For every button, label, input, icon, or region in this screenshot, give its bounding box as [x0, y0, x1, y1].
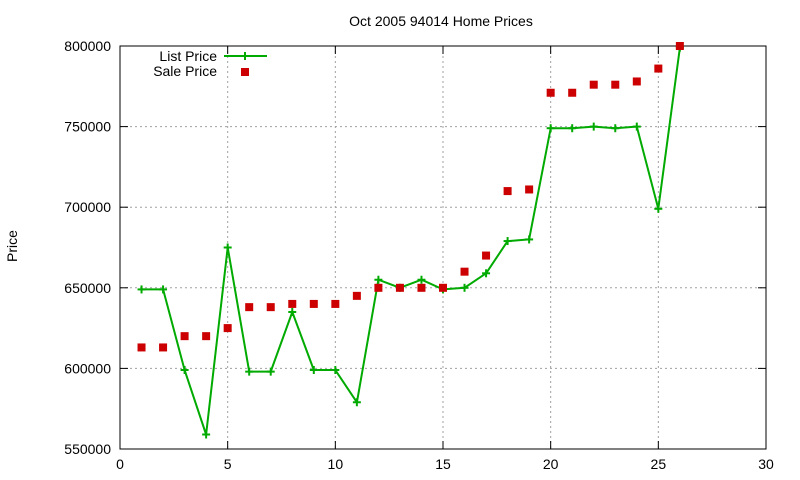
list-price-point	[546, 124, 555, 133]
sale-price-point	[439, 283, 447, 292]
legend-sample-sale-price	[241, 68, 249, 76]
y-tick-label: 700000	[64, 199, 111, 215]
list-price-point	[589, 122, 598, 131]
x-tick-label: 5	[224, 456, 232, 472]
sale-price-point	[288, 299, 297, 308]
sale-price-point	[223, 324, 232, 333]
chart-title: Oct 2005 94014 Home Prices	[349, 13, 533, 29]
sale-price-point	[525, 185, 534, 194]
list-price-point	[611, 124, 620, 133]
list-price-point	[460, 283, 469, 292]
x-tick-label: 10	[328, 456, 344, 472]
list-price-point	[266, 367, 275, 376]
sale-price-point	[352, 291, 361, 300]
sale-price-point	[611, 80, 620, 89]
series-list-price-line	[141, 47, 681, 436]
axis-ticks: 0 5 10 15 20 25 30 550000 600000 650000 700000 7500…	[64, 38, 774, 472]
sale-price-point	[395, 283, 404, 292]
sale-price-point	[460, 267, 469, 276]
y-tick-label: 800000	[64, 38, 111, 54]
legend-label-list-price: List Price	[159, 48, 217, 64]
list-price-point	[352, 398, 361, 407]
list-price-point	[654, 204, 663, 213]
sale-price-point	[654, 64, 663, 73]
sale-price-point	[266, 303, 275, 312]
sale-price-point	[675, 42, 684, 50]
list-price-point	[482, 269, 491, 278]
x-tick-label: 30	[758, 456, 774, 472]
list-price-point	[223, 243, 232, 252]
list-price-point	[288, 307, 297, 316]
list-price-point	[159, 285, 168, 294]
series-layer	[137, 42, 684, 439]
sale-price-point	[568, 88, 577, 97]
list-price-point	[525, 235, 534, 244]
list-price-point	[137, 285, 146, 294]
sale-price-point	[546, 88, 555, 97]
sale-price-point	[180, 332, 189, 341]
legend-label-sale-price: Sale Price	[153, 63, 217, 79]
list-price-point	[331, 366, 340, 375]
list-price-point	[180, 366, 189, 375]
sale-price-point	[503, 187, 512, 196]
list-price-point	[632, 122, 641, 131]
y-axis-label: Price	[4, 230, 20, 262]
x-tick-label: 15	[435, 456, 451, 472]
list-price-point	[568, 124, 577, 133]
sale-price-point	[245, 303, 254, 312]
x-tick-label: 0	[116, 456, 124, 472]
list-price-point	[374, 275, 383, 284]
x-tick-label: 20	[543, 456, 559, 472]
sale-price-point	[331, 299, 340, 308]
sale-price-point	[589, 80, 598, 89]
grid	[120, 46, 766, 449]
sale-price-point	[417, 283, 426, 292]
y-tick-label: 600000	[64, 360, 111, 376]
sale-price-point	[632, 77, 641, 86]
sale-price-point	[309, 299, 318, 308]
sale-price-point	[202, 332, 211, 341]
list-price-point	[202, 430, 211, 439]
x-tick-label: 25	[651, 456, 667, 472]
list-price-point	[417, 275, 426, 284]
y-tick-label: 750000	[64, 119, 111, 135]
sale-price-point	[159, 343, 168, 352]
list-price-point	[503, 237, 512, 246]
sale-price-point	[374, 283, 383, 292]
y-tick-label: 550000	[64, 441, 111, 457]
sale-price-point	[137, 343, 146, 352]
y-tick-label: 650000	[64, 280, 111, 296]
legend: List Price Sale Price	[153, 48, 267, 79]
sale-price-point	[482, 251, 491, 260]
list-price-point	[309, 366, 318, 375]
list-price-point	[245, 367, 254, 376]
